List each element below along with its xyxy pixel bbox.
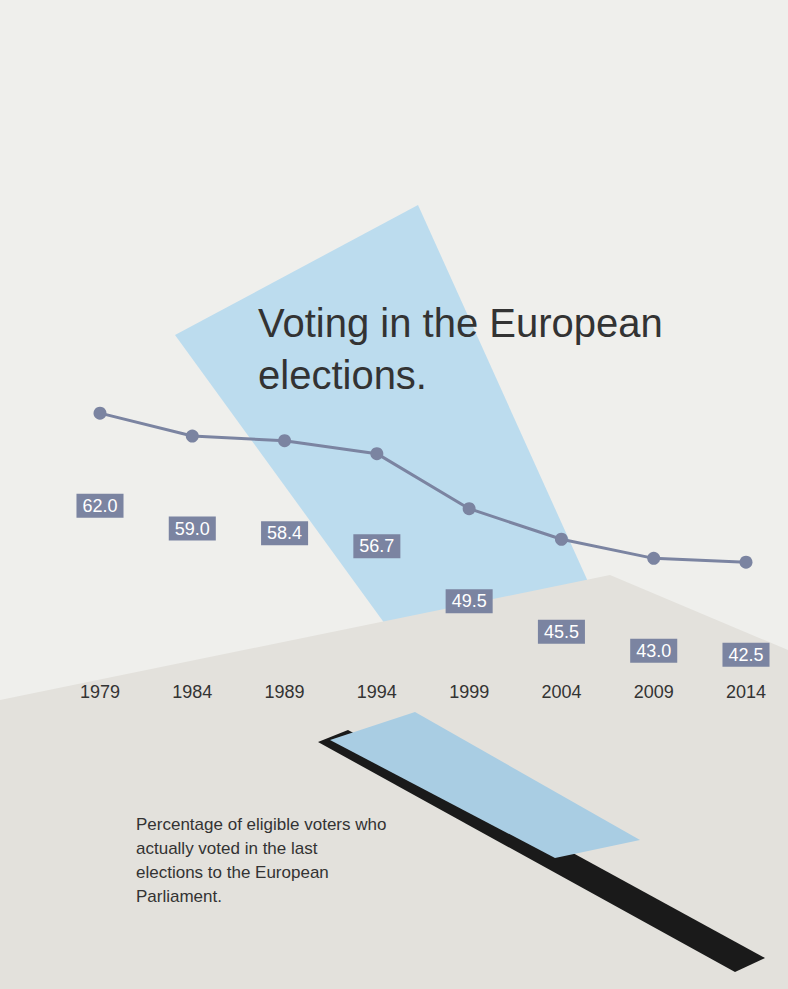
svg-text:elections.: elections. bbox=[258, 353, 427, 397]
svg-text:Parliament.: Parliament. bbox=[136, 887, 222, 906]
svg-text:45.5: 45.5 bbox=[544, 622, 579, 642]
svg-text:59.0: 59.0 bbox=[175, 519, 210, 539]
svg-text:1979: 1979 bbox=[80, 682, 120, 702]
svg-text:elections to the European: elections to the European bbox=[136, 863, 334, 882]
svg-text:2004: 2004 bbox=[541, 682, 581, 702]
svg-text:62.0: 62.0 bbox=[82, 496, 117, 516]
svg-text:58.4: 58.4 bbox=[267, 523, 302, 543]
svg-text:42.5: 42.5 bbox=[728, 645, 763, 665]
svg-text:Voting in the European: Voting in the European bbox=[258, 301, 674, 345]
svg-text:1989: 1989 bbox=[265, 682, 305, 702]
svg-text:1994: 1994 bbox=[357, 682, 397, 702]
svg-text:56.7: 56.7 bbox=[359, 536, 394, 556]
svg-text:43.0: 43.0 bbox=[636, 641, 671, 661]
svg-text:1999: 1999 bbox=[449, 682, 489, 702]
svg-text:1984: 1984 bbox=[172, 682, 212, 702]
svg-text:2014: 2014 bbox=[726, 682, 766, 702]
svg-text:2009: 2009 bbox=[634, 682, 674, 702]
svg-text:Percentage of eligible voters: Percentage of eligible voters who bbox=[136, 815, 391, 834]
svg-text:49.5: 49.5 bbox=[452, 591, 487, 611]
svg-text:actually voted in the last: actually voted in the last bbox=[136, 839, 322, 858]
